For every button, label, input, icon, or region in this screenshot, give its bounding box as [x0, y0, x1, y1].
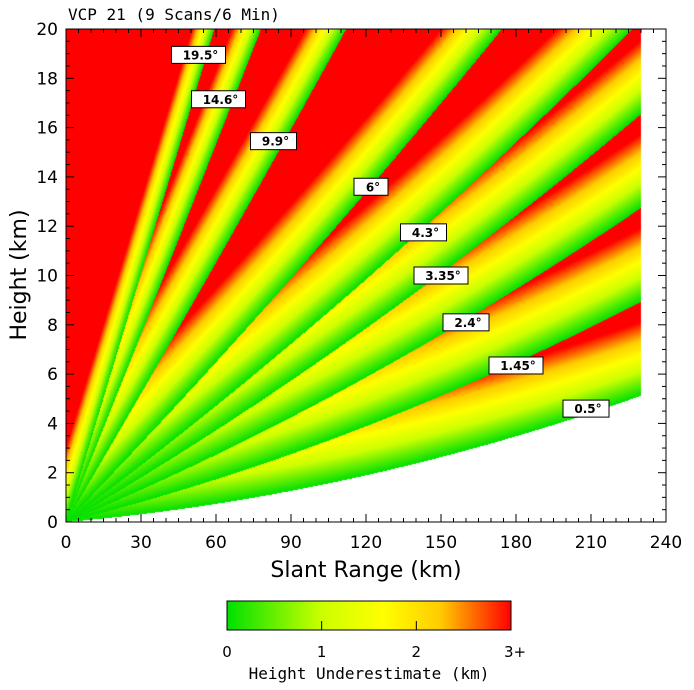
colorbar-ticks: 0 1 2 3+	[222, 621, 526, 661]
beam-label-box	[488, 356, 544, 375]
beam-label: 3.35°	[425, 269, 461, 283]
beam-label-box	[400, 223, 447, 242]
x-axis-title: Slant Range (km)	[270, 558, 461, 583]
beam-label-box	[442, 313, 490, 332]
beam-labels: 19.5° 14.6° 9.9° 6° 4.3° 3.35° 2.4° 1.45° 0.5°	[171, 45, 610, 418]
colorbar-title: Height Underestimate (km)	[249, 664, 490, 683]
y-tick-label: 6	[47, 365, 58, 385]
x-tick-label: 120	[350, 533, 382, 553]
y-tick-label: 18	[36, 69, 58, 89]
beam-label: 6°	[366, 180, 380, 194]
beam-label: 4.3°	[412, 226, 439, 240]
y-tick-label: 8	[47, 316, 58, 336]
beam-label: 0.5°	[574, 402, 601, 416]
beam-label-box	[353, 177, 389, 196]
beam-label: 14.6°	[203, 93, 239, 107]
colorbar	[226, 600, 512, 631]
beam-label-box	[191, 90, 246, 109]
colorbar-tick-label: 0	[222, 643, 232, 661]
beam-label-box	[171, 45, 226, 64]
x-axis: 0 30 60 90 120 150 180 210 240	[61, 29, 682, 553]
x-tick-label: 0	[61, 533, 72, 553]
beam-label: 19.5°	[183, 48, 219, 62]
colorbar-tick-label: 3+	[504, 643, 526, 661]
x-tick-label: 60	[205, 533, 227, 553]
y-tick-label: 14	[36, 168, 58, 188]
y-tick-label: 16	[36, 119, 58, 139]
colorbar-tick-label: 2	[412, 643, 422, 661]
x-tick-label: 150	[425, 533, 457, 553]
chart-title: VCP 21 (9 Scans/6 Min)	[68, 5, 280, 24]
colorbar-tick-label: 1	[317, 643, 327, 661]
y-tick-label: 12	[36, 217, 58, 237]
beam-label: 2.4°	[454, 316, 481, 330]
y-tick-label: 4	[47, 414, 58, 434]
x-tick-label: 30	[130, 533, 152, 553]
beam-label: 9.9°	[262, 135, 289, 149]
height-underestimate-heatmap	[66, 29, 666, 522]
y-axis-title: Height (km)	[7, 209, 32, 340]
y-axis: 0 2 4 6 8 10 12 14 16 18 20	[36, 20, 666, 533]
x-tick-label: 90	[280, 533, 302, 553]
beam-label-box	[562, 399, 610, 418]
y-tick-label: 20	[36, 20, 58, 40]
x-tick-label: 180	[500, 533, 532, 553]
beam-label-box	[250, 132, 297, 151]
x-tick-label: 210	[575, 533, 607, 553]
y-tick-label: 2	[47, 464, 58, 484]
beam-label-box	[413, 266, 469, 285]
beam-label: 1.45°	[500, 359, 536, 373]
x-tick-label: 240	[650, 533, 682, 553]
y-tick-label: 10	[36, 267, 58, 287]
y-tick-label: 0	[47, 513, 58, 533]
